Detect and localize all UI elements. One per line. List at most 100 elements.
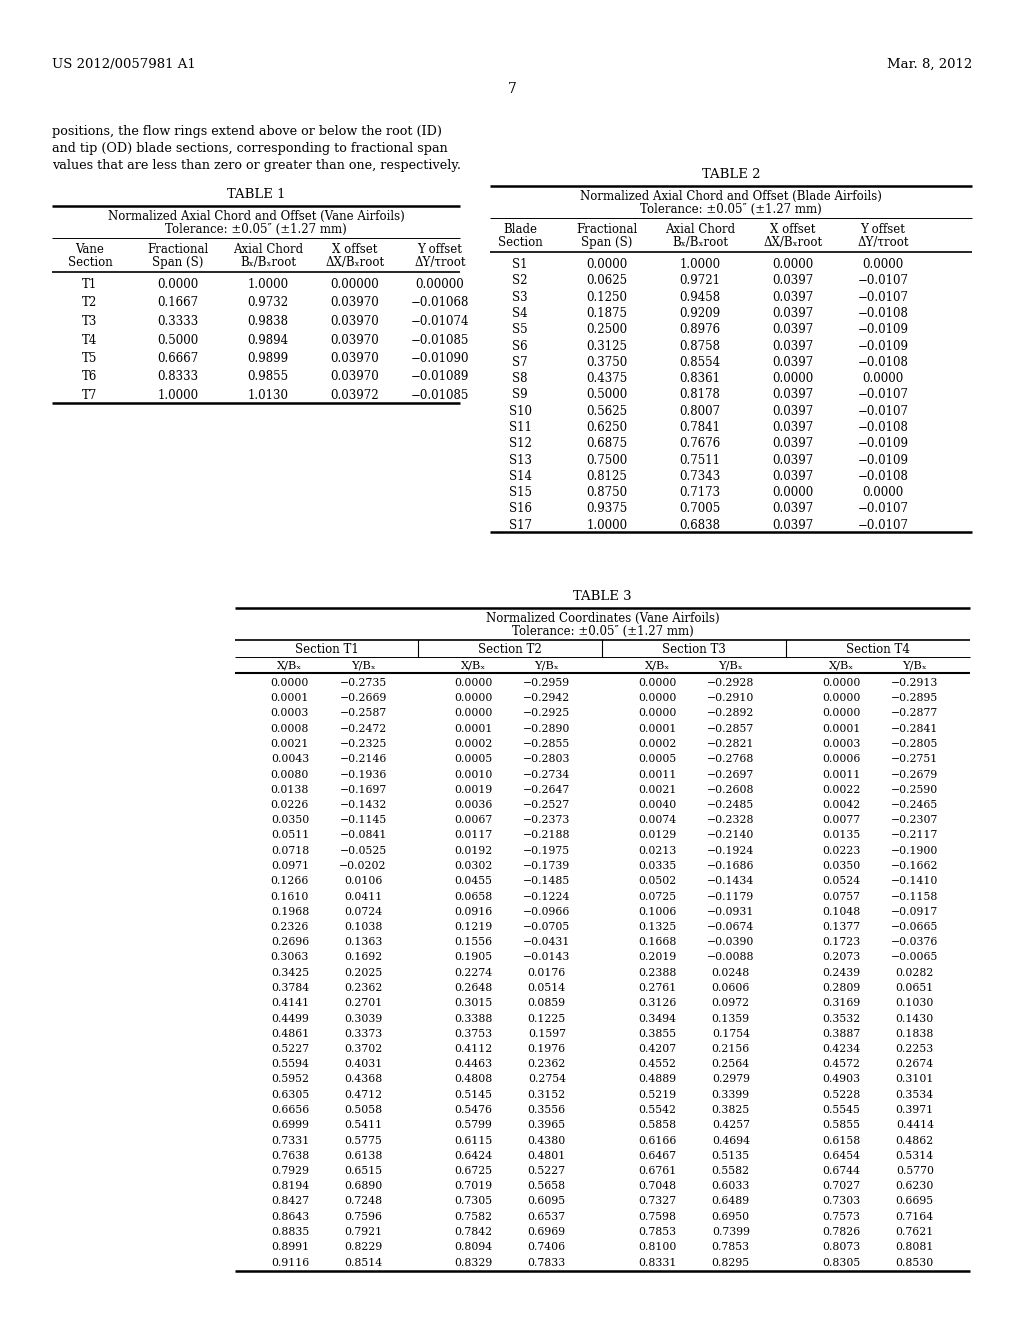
Text: −0.2751: −0.2751 — [891, 754, 938, 764]
Text: −0.2942: −0.2942 — [523, 693, 570, 704]
Text: −0.2608: −0.2608 — [707, 785, 755, 795]
Text: S10: S10 — [509, 405, 531, 417]
Text: 0.0971: 0.0971 — [270, 861, 309, 871]
Text: 0.7921: 0.7921 — [344, 1228, 382, 1237]
Text: ΔX/Bₓroot: ΔX/Bₓroot — [326, 256, 385, 269]
Text: −0.0143: −0.0143 — [523, 953, 570, 962]
Text: 0.8758: 0.8758 — [680, 339, 721, 352]
Text: 0.1038: 0.1038 — [344, 921, 382, 932]
Text: Y/Bₓ: Y/Bₓ — [719, 660, 743, 671]
Text: 0.1030: 0.1030 — [896, 998, 934, 1008]
Text: Section T1: Section T1 — [295, 643, 358, 656]
Text: 0.3494: 0.3494 — [638, 1014, 676, 1023]
Text: 0.0397: 0.0397 — [772, 405, 814, 417]
Text: 0.7019: 0.7019 — [454, 1181, 493, 1191]
Text: TABLE 2: TABLE 2 — [701, 168, 760, 181]
Text: −0.0109: −0.0109 — [857, 454, 908, 466]
Text: 0.2326: 0.2326 — [270, 921, 309, 932]
Text: 0.0036: 0.0036 — [454, 800, 493, 810]
Text: −0.0665: −0.0665 — [891, 921, 938, 932]
Text: 0.0397: 0.0397 — [772, 356, 814, 368]
Text: 0.1048: 0.1048 — [822, 907, 860, 917]
Text: 0.2696: 0.2696 — [270, 937, 309, 948]
Text: 0.2754: 0.2754 — [527, 1074, 566, 1085]
Text: 0.0043: 0.0043 — [270, 754, 309, 764]
Text: −0.2697: −0.2697 — [708, 770, 755, 780]
Text: 0.3971: 0.3971 — [896, 1105, 934, 1115]
Text: −0.2328: −0.2328 — [707, 816, 755, 825]
Text: 0.4862: 0.4862 — [896, 1135, 934, 1146]
Text: 0.0000: 0.0000 — [270, 678, 309, 688]
Text: 0.8643: 0.8643 — [270, 1212, 309, 1222]
Text: 0.7005: 0.7005 — [679, 503, 721, 516]
Text: 0.4712: 0.4712 — [344, 1090, 382, 1100]
Text: −0.0107: −0.0107 — [857, 388, 908, 401]
Text: 0.2253: 0.2253 — [896, 1044, 934, 1053]
Text: 0.1325: 0.1325 — [638, 921, 676, 932]
Text: −0.2855: −0.2855 — [523, 739, 570, 748]
Text: Section: Section — [498, 236, 543, 249]
Text: −0.0109: −0.0109 — [857, 437, 908, 450]
Text: 0.0021: 0.0021 — [638, 785, 677, 795]
Text: 0.0972: 0.0972 — [712, 998, 750, 1008]
Text: 0.7853: 0.7853 — [638, 1228, 676, 1237]
Text: 0.0511: 0.0511 — [270, 830, 309, 841]
Text: Y offset: Y offset — [860, 223, 905, 236]
Text: 0.5582: 0.5582 — [712, 1166, 750, 1176]
Text: −0.2325: −0.2325 — [339, 739, 387, 748]
Text: 0.5314: 0.5314 — [896, 1151, 934, 1160]
Text: 0.03970: 0.03970 — [331, 297, 379, 309]
Text: 0.0524: 0.0524 — [822, 876, 860, 886]
Text: 0.3399: 0.3399 — [712, 1090, 750, 1100]
Text: 0.6305: 0.6305 — [270, 1090, 309, 1100]
Text: 0.3169: 0.3169 — [822, 998, 860, 1008]
Text: and tip (OD) blade sections, corresponding to fractional span: and tip (OD) blade sections, correspondi… — [52, 143, 447, 154]
Text: 0.5952: 0.5952 — [271, 1074, 309, 1085]
Text: 0.1266: 0.1266 — [270, 876, 309, 886]
Text: 0.6515: 0.6515 — [344, 1166, 382, 1176]
Text: 0.8333: 0.8333 — [158, 371, 199, 384]
Text: 0.0000: 0.0000 — [772, 486, 814, 499]
Text: 0.3373: 0.3373 — [344, 1028, 382, 1039]
Text: 0.7248: 0.7248 — [344, 1196, 382, 1206]
Text: 0.7621: 0.7621 — [896, 1228, 934, 1237]
Text: 0.5545: 0.5545 — [822, 1105, 860, 1115]
Text: T5: T5 — [82, 352, 97, 366]
Text: 0.2979: 0.2979 — [712, 1074, 750, 1085]
Text: Section: Section — [68, 256, 113, 269]
Text: 0.03970: 0.03970 — [331, 371, 379, 384]
Text: T4: T4 — [82, 334, 97, 346]
Text: −0.0107: −0.0107 — [857, 503, 908, 516]
Text: 0.0213: 0.0213 — [638, 846, 677, 855]
Text: S6: S6 — [512, 339, 527, 352]
Text: 0.7399: 0.7399 — [712, 1228, 750, 1237]
Text: Tolerance: ±0.05″ (±1.27 mm): Tolerance: ±0.05″ (±1.27 mm) — [640, 203, 822, 216]
Text: −0.1739: −0.1739 — [523, 861, 570, 871]
Text: 0.6999: 0.6999 — [271, 1121, 309, 1130]
Text: 0.0916: 0.0916 — [454, 907, 493, 917]
Text: 0.0248: 0.0248 — [712, 968, 750, 978]
Text: 0.0335: 0.0335 — [638, 861, 676, 871]
Text: 0.0397: 0.0397 — [772, 503, 814, 516]
Text: 0.03970: 0.03970 — [331, 315, 379, 327]
Text: −0.2117: −0.2117 — [891, 830, 938, 841]
Text: 0.03970: 0.03970 — [331, 334, 379, 346]
Text: −0.0525: −0.0525 — [340, 846, 387, 855]
Text: 0.1597: 0.1597 — [527, 1028, 566, 1039]
Text: 0.5145: 0.5145 — [455, 1090, 493, 1100]
Text: 0.7841: 0.7841 — [680, 421, 721, 434]
Text: 0.0514: 0.0514 — [527, 983, 566, 993]
Text: S4: S4 — [512, 306, 527, 319]
Text: 0.5770: 0.5770 — [896, 1166, 934, 1176]
Text: S14: S14 — [509, 470, 531, 483]
Text: 0.9209: 0.9209 — [680, 306, 721, 319]
Text: −0.2892: −0.2892 — [708, 709, 755, 718]
Text: 0.2701: 0.2701 — [344, 998, 382, 1008]
Text: 0.0658: 0.0658 — [454, 891, 493, 902]
Text: 0.0000: 0.0000 — [822, 693, 860, 704]
Text: −0.2821: −0.2821 — [707, 739, 755, 748]
Text: −0.2895: −0.2895 — [891, 693, 938, 704]
Text: −0.0917: −0.0917 — [891, 907, 938, 917]
Text: 0.4801: 0.4801 — [527, 1151, 566, 1160]
Text: 0.4031: 0.4031 — [344, 1059, 382, 1069]
